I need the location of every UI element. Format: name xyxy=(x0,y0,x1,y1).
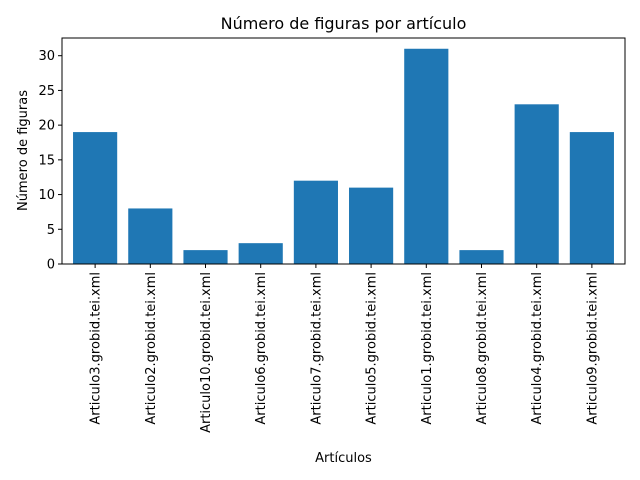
x-tick-label: Articulo9.grobid.tei.xml xyxy=(585,272,600,425)
x-tick-label: Articulo7.grobid.tei.xml xyxy=(309,272,324,425)
x-tick-label: Articulo3.grobid.tei.xml xyxy=(89,272,104,425)
bar xyxy=(514,104,559,264)
y-tick-label: 10 xyxy=(38,188,55,203)
bar xyxy=(293,180,338,264)
y-tick-label: 0 xyxy=(47,258,55,273)
x-tick-label: Articulo10.grobid.tei.xml xyxy=(199,272,214,433)
y-tick-label: 20 xyxy=(38,119,55,134)
x-axis-label: Artículos xyxy=(315,451,372,466)
x-tick-label: Articulo4.grobid.tei.xml xyxy=(530,272,545,425)
bar xyxy=(459,250,504,264)
bar xyxy=(349,187,394,264)
bar xyxy=(128,208,173,264)
y-axis-label: Número de figuras xyxy=(16,90,31,211)
bar xyxy=(73,132,118,264)
x-tick-label: Articulo5.grobid.tei.xml xyxy=(365,272,380,425)
x-tick-label: Articulo8.grobid.tei.xml xyxy=(475,272,490,425)
x-tick-label: Articulo6.grobid.tei.xml xyxy=(254,272,269,425)
y-tick-label: 15 xyxy=(38,153,55,168)
axes-frame xyxy=(61,37,626,265)
y-tick-label: 25 xyxy=(38,84,55,99)
x-tick-label: Articulo1.grobid.tei.xml xyxy=(420,272,435,425)
bar xyxy=(183,250,228,264)
bar xyxy=(404,48,449,265)
y-tick-label: 30 xyxy=(38,49,55,64)
plot-area: Articulo3.grobid.tei.xml Articulo2.grobid… xyxy=(38,37,626,433)
x-tick-label: Articulo2.grobid.tei.xml xyxy=(144,272,159,425)
bar xyxy=(569,132,614,264)
y-tick-label: 5 xyxy=(47,223,55,238)
bar xyxy=(238,243,283,264)
chart-title: Número de figuras por artículo xyxy=(221,14,467,33)
